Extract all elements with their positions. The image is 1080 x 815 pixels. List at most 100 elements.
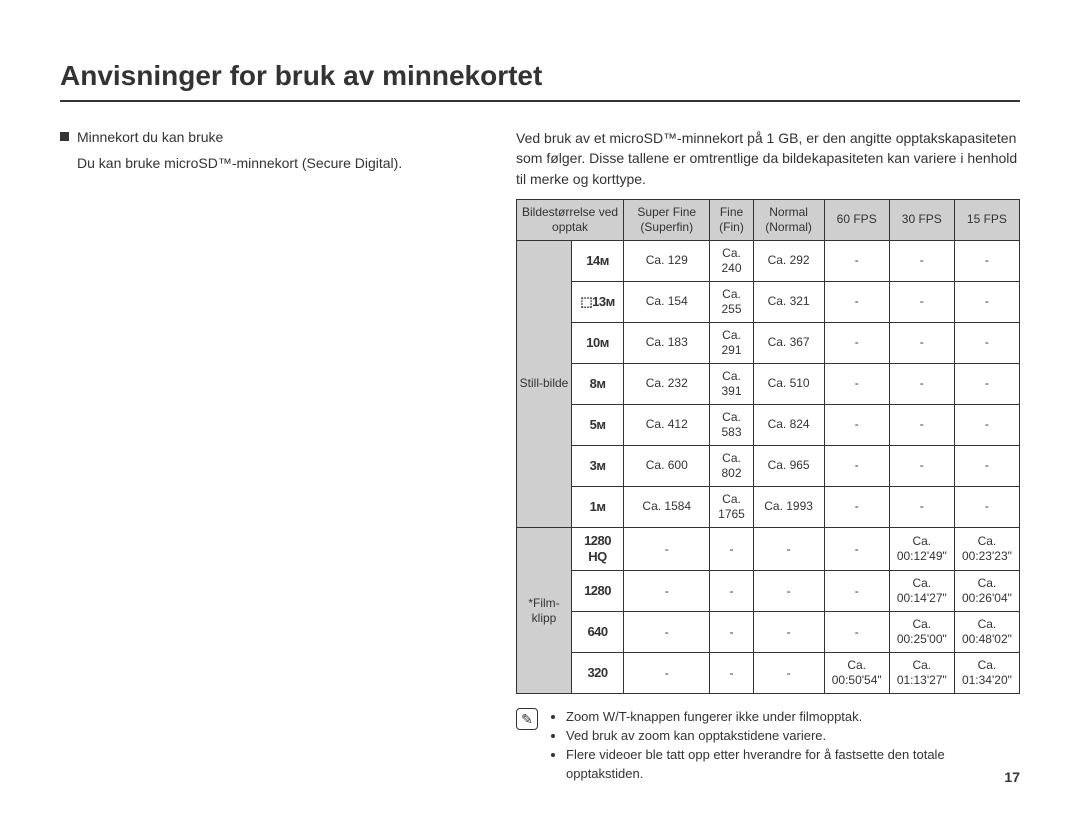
- table-cell: Ca. 965: [753, 445, 824, 486]
- table-cell: Ca. 367: [753, 322, 824, 363]
- table-cell: -: [824, 527, 889, 571]
- table-cell: -: [824, 404, 889, 445]
- table-cell: Ca. 00:12'49": [889, 527, 954, 571]
- table-cell: -: [954, 486, 1019, 527]
- table-cell: -: [824, 486, 889, 527]
- table-cell: -: [824, 571, 889, 612]
- page-number: 17: [1004, 769, 1020, 785]
- th-60fps: 60 FPS: [824, 199, 889, 240]
- table-cell: Ca. 01:13'27": [889, 653, 954, 694]
- note-item: Zoom W/T-knappen fungerer ikke under fil…: [566, 708, 1020, 727]
- th-30fps: 30 FPS: [889, 199, 954, 240]
- size-icon: 640: [572, 612, 624, 653]
- table-cell: Ca. 583: [710, 404, 753, 445]
- table-cell: -: [824, 322, 889, 363]
- table-cell: Ca. 232: [624, 363, 710, 404]
- intro-text: Ved bruk av et microSD™-minnekort på 1 G…: [516, 128, 1020, 189]
- left-section-text: Du kan bruke microSD™-minnekort (Secure …: [77, 154, 480, 174]
- table-cell: Ca. 1584: [624, 486, 710, 527]
- table-cell: -: [889, 240, 954, 281]
- table-cell: -: [954, 404, 1019, 445]
- table-cell: -: [624, 612, 710, 653]
- left-column: Minnekort du kan bruke Du kan bruke micr…: [60, 128, 480, 784]
- page-title: Anvisninger for bruk av minnekortet: [60, 60, 1020, 102]
- table-cell: -: [889, 404, 954, 445]
- table-cell: -: [753, 653, 824, 694]
- table-cell: -: [889, 363, 954, 404]
- table-cell: -: [889, 445, 954, 486]
- table-cell: Ca. 129: [624, 240, 710, 281]
- table-cell: -: [954, 281, 1019, 322]
- table-cell: -: [753, 612, 824, 653]
- table-cell: -: [954, 445, 1019, 486]
- table-cell: Ca. 1765: [710, 486, 753, 527]
- table-cell: Ca. 510: [753, 363, 824, 404]
- left-section-title: Minnekort du kan bruke: [77, 128, 223, 148]
- table-cell: -: [624, 653, 710, 694]
- table-cell: Ca. 00:26'04": [954, 571, 1019, 612]
- note-item: Ved bruk av zoom kan opptakstidene varie…: [566, 727, 1020, 746]
- table-cell: -: [710, 612, 753, 653]
- table-cell: -: [824, 445, 889, 486]
- table-cell: Ca. 255: [710, 281, 753, 322]
- table-cell: Ca. 00:50'54": [824, 653, 889, 694]
- th-fine: Fine (Fin): [710, 199, 753, 240]
- table-cell: Ca. 321: [753, 281, 824, 322]
- still-label: Still-bilde: [517, 240, 572, 527]
- table-cell: Ca. 412: [624, 404, 710, 445]
- table-cell: -: [710, 527, 753, 571]
- table-cell: -: [954, 322, 1019, 363]
- table-cell: Ca. 824: [753, 404, 824, 445]
- size-icon: 1ᴍ: [572, 486, 624, 527]
- table-cell: Ca. 154: [624, 281, 710, 322]
- table-cell: Ca. 240: [710, 240, 753, 281]
- size-icon: 1280 HQ: [572, 527, 624, 571]
- table-cell: -: [889, 486, 954, 527]
- size-icon: ⬚13ᴍ: [572, 281, 624, 322]
- size-icon: 3ᴍ: [572, 445, 624, 486]
- size-icon: 14ᴍ: [572, 240, 624, 281]
- left-section-head: Minnekort du kan bruke: [60, 128, 480, 148]
- table-cell: Ca. 00:25'00": [889, 612, 954, 653]
- note-item: Flere videoer ble tatt opp etter hverand…: [566, 746, 1020, 784]
- notes-block: ✎ Zoom W/T-knappen fungerer ikke under f…: [516, 708, 1020, 783]
- table-cell: -: [954, 363, 1019, 404]
- table-cell: -: [710, 653, 753, 694]
- th-normal: Normal (Normal): [753, 199, 824, 240]
- table-cell: Ca. 802: [710, 445, 753, 486]
- note-icon: ✎: [516, 708, 538, 730]
- th-size: Bildestørrelse ved opptak: [517, 199, 624, 240]
- th-15fps: 15 FPS: [954, 199, 1019, 240]
- right-column: Ved bruk av et microSD™-minnekort på 1 G…: [516, 128, 1020, 784]
- table-cell: -: [954, 240, 1019, 281]
- table-cell: Ca. 00:14'27": [889, 571, 954, 612]
- table-cell: -: [824, 240, 889, 281]
- bullet-square-icon: [60, 132, 69, 141]
- table-cell: -: [753, 527, 824, 571]
- table-cell: -: [710, 571, 753, 612]
- table-cell: -: [753, 571, 824, 612]
- table-cell: -: [824, 612, 889, 653]
- table-cell: Ca. 1993: [753, 486, 824, 527]
- th-superfine: Super Fine (Superfin): [624, 199, 710, 240]
- table-cell: Ca. 00:23'23": [954, 527, 1019, 571]
- table-cell: Ca. 01:34'20": [954, 653, 1019, 694]
- capacity-table: Bildestørrelse ved opptak Super Fine (Su…: [516, 199, 1020, 695]
- table-cell: -: [824, 363, 889, 404]
- table-cell: Ca. 292: [753, 240, 824, 281]
- size-icon: 1280: [572, 571, 624, 612]
- table-cell: -: [824, 281, 889, 322]
- table-cell: Ca. 291: [710, 322, 753, 363]
- content-columns: Minnekort du kan bruke Du kan bruke micr…: [60, 128, 1020, 784]
- size-icon: 10ᴍ: [572, 322, 624, 363]
- film-label: *Film-klipp: [517, 527, 572, 694]
- table-cell: -: [889, 322, 954, 363]
- table-cell: Ca. 391: [710, 363, 753, 404]
- size-icon: 5ᴍ: [572, 404, 624, 445]
- note-list: Zoom W/T-knappen fungerer ikke under fil…: [548, 708, 1020, 783]
- table-cell: Ca. 00:48'02": [954, 612, 1019, 653]
- size-icon: 8ᴍ: [572, 363, 624, 404]
- table-cell: -: [624, 527, 710, 571]
- table-cell: -: [624, 571, 710, 612]
- table-cell: Ca. 600: [624, 445, 710, 486]
